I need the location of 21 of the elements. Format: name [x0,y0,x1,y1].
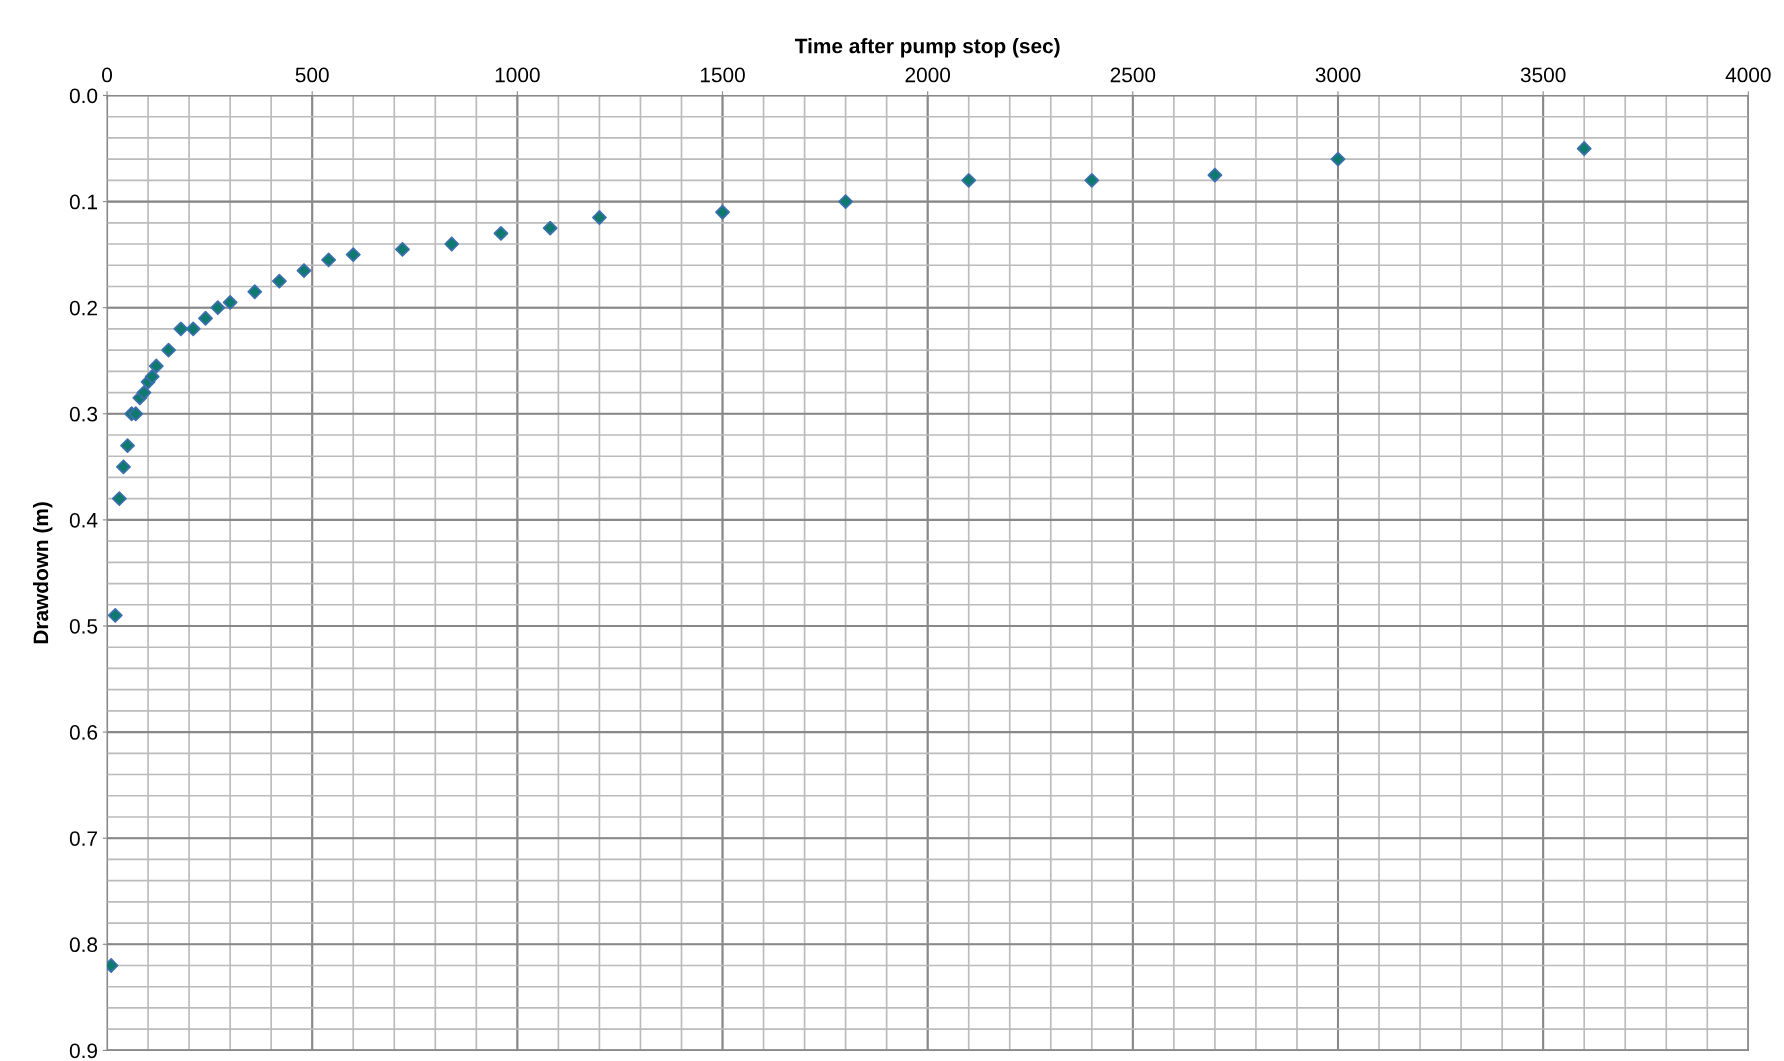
x-tick-label: 2000 [905,67,951,83]
x-tick-label: 1500 [700,67,745,83]
y-axis-title: Drawdown (m) [32,502,53,644]
y-tick-label: 0.0 [69,88,98,104]
y-tick-label: 0.2 [69,300,97,316]
x-tick-label: 1000 [495,67,540,83]
x-tick-label: 2500 [1110,67,1156,83]
y-tick-label: 0.7 [69,831,97,846]
y-tick-label: 0.8 [69,937,98,953]
x-tick-label: 500 [295,67,329,83]
x-tick-label: 3500 [1520,67,1566,83]
y-tick-label: 0.1 [69,194,97,210]
y-tick-label: 0.6 [69,725,98,740]
x-tick-label: 0 [102,67,113,83]
x-tick-label: 3000 [1315,67,1361,83]
y-tick-label: 0.9 [69,1043,98,1059]
x-tick-label: 4000 [1725,67,1771,83]
y-tick-label: 0.5 [69,618,98,634]
x-axis-title: Time after pump stop (sec) [794,38,1060,58]
y-tick-label: 0.3 [69,406,98,422]
y-tick-label: 0.4 [69,512,98,528]
